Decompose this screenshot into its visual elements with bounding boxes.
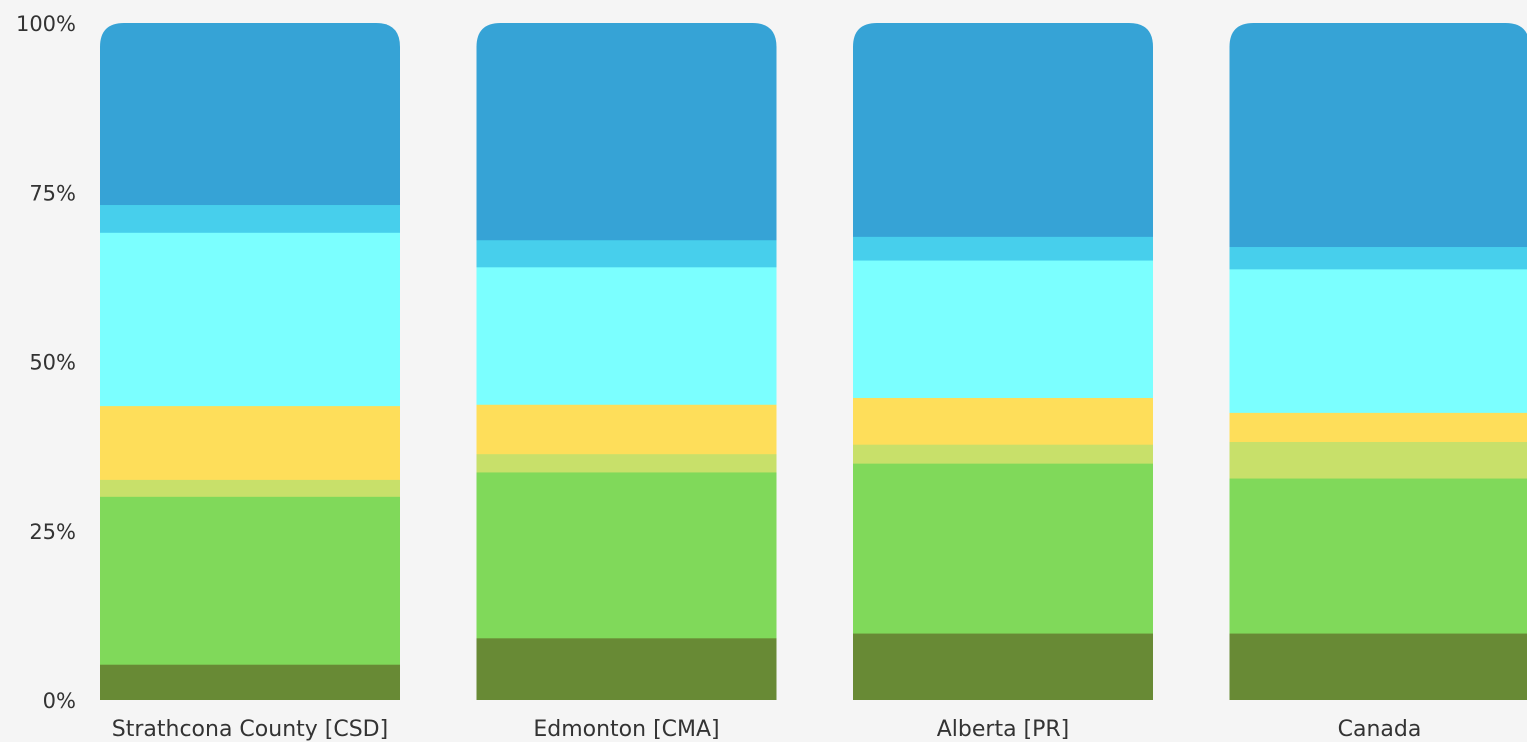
y-tick-label: 0% — [43, 689, 76, 713]
bar-segment[interactable] — [476, 23, 777, 241]
bars — [100, 23, 1527, 701]
bar-segment[interactable] — [476, 239, 777, 268]
bar-segment[interactable] — [100, 479, 400, 497]
x-category-label: Canada — [1338, 717, 1422, 742]
bar-segment[interactable] — [1229, 23, 1527, 248]
y-tick-label: 25% — [29, 520, 76, 544]
bar-segment[interactable] — [853, 23, 1153, 237]
bar-segment[interactable] — [1229, 632, 1527, 701]
bar-segment[interactable] — [853, 259, 1153, 398]
bar-segment[interactable] — [100, 204, 400, 233]
bar-segment[interactable] — [853, 632, 1153, 701]
y-tick-label: 75% — [29, 181, 76, 205]
y-axis: 0% 25% 50% 75% 100% — [16, 12, 76, 713]
bar-stack — [100, 23, 400, 700]
bar-stack — [853, 23, 1153, 701]
bar-stack — [1229, 23, 1527, 701]
bar-segment[interactable] — [1229, 246, 1527, 270]
bar-segment[interactable] — [100, 496, 400, 665]
x-axis: Strathcona County [CSD] Edmonton [CMA] Alb… — [112, 717, 1422, 742]
y-tick-label: 50% — [29, 351, 76, 375]
bar-segment[interactable] — [476, 404, 777, 455]
bar-segment[interactable] — [853, 397, 1153, 445]
bar-segment[interactable] — [853, 444, 1153, 464]
bar-segment[interactable] — [1229, 412, 1527, 442]
bar-segment[interactable] — [476, 471, 777, 639]
bar-segment[interactable] — [476, 453, 777, 473]
bar-segment[interactable] — [476, 266, 777, 405]
bar-segment[interactable] — [100, 405, 400, 480]
bar-segment[interactable] — [100, 664, 400, 700]
bar-segment[interactable] — [100, 23, 400, 206]
bar-segment[interactable] — [1229, 268, 1527, 413]
bar-segment[interactable] — [1229, 441, 1527, 479]
bar-segment[interactable] — [100, 232, 400, 407]
x-category-label: Edmonton [CMA] — [533, 717, 719, 742]
bar-segment[interactable] — [853, 236, 1153, 261]
x-category-label: Strathcona County [CSD] — [112, 717, 388, 742]
bar-segment[interactable] — [853, 463, 1153, 634]
x-category-label: Alberta [PR] — [937, 717, 1070, 742]
y-tick-label: 100% — [16, 12, 76, 36]
bar-segment[interactable] — [1229, 477, 1527, 634]
bar-stack — [476, 23, 777, 701]
bar-segment[interactable] — [476, 637, 777, 701]
